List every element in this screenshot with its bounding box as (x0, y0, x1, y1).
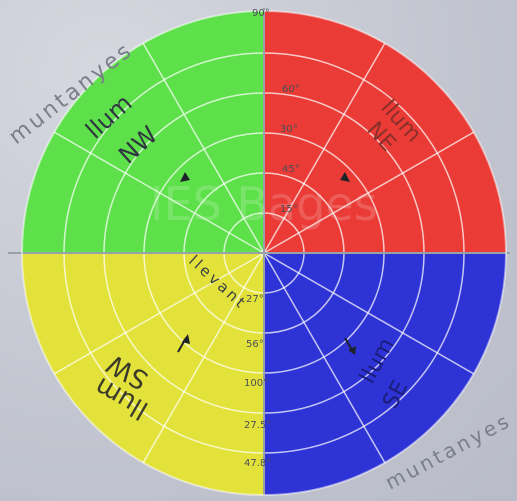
arrow-se-icon (348, 346, 356, 355)
scale-label: 47.8° (244, 458, 271, 469)
direction-arrows (177, 172, 356, 355)
scale-label: 45° (282, 164, 300, 175)
arrow-nw-icon (180, 172, 190, 182)
scale-labels: 90° 60° 30° 45° 15° 27° 56° 100° 27.5° 4… (244, 8, 300, 469)
arrow-ne-icon (340, 172, 350, 182)
scale-label: 90° (252, 8, 270, 19)
scale-label: 15° (280, 204, 298, 215)
scale-label: 60° (282, 84, 300, 95)
scale-label: 27° (246, 294, 264, 305)
outer-ring (21, 10, 507, 496)
arrow-sw-icon (182, 334, 190, 344)
scale-label: 27.5° (244, 420, 271, 431)
scale-label: 100° (244, 378, 268, 389)
scale-label: 30° (280, 124, 298, 135)
scale-label: 56° (246, 339, 264, 350)
watermark: IES Bages (150, 177, 378, 231)
